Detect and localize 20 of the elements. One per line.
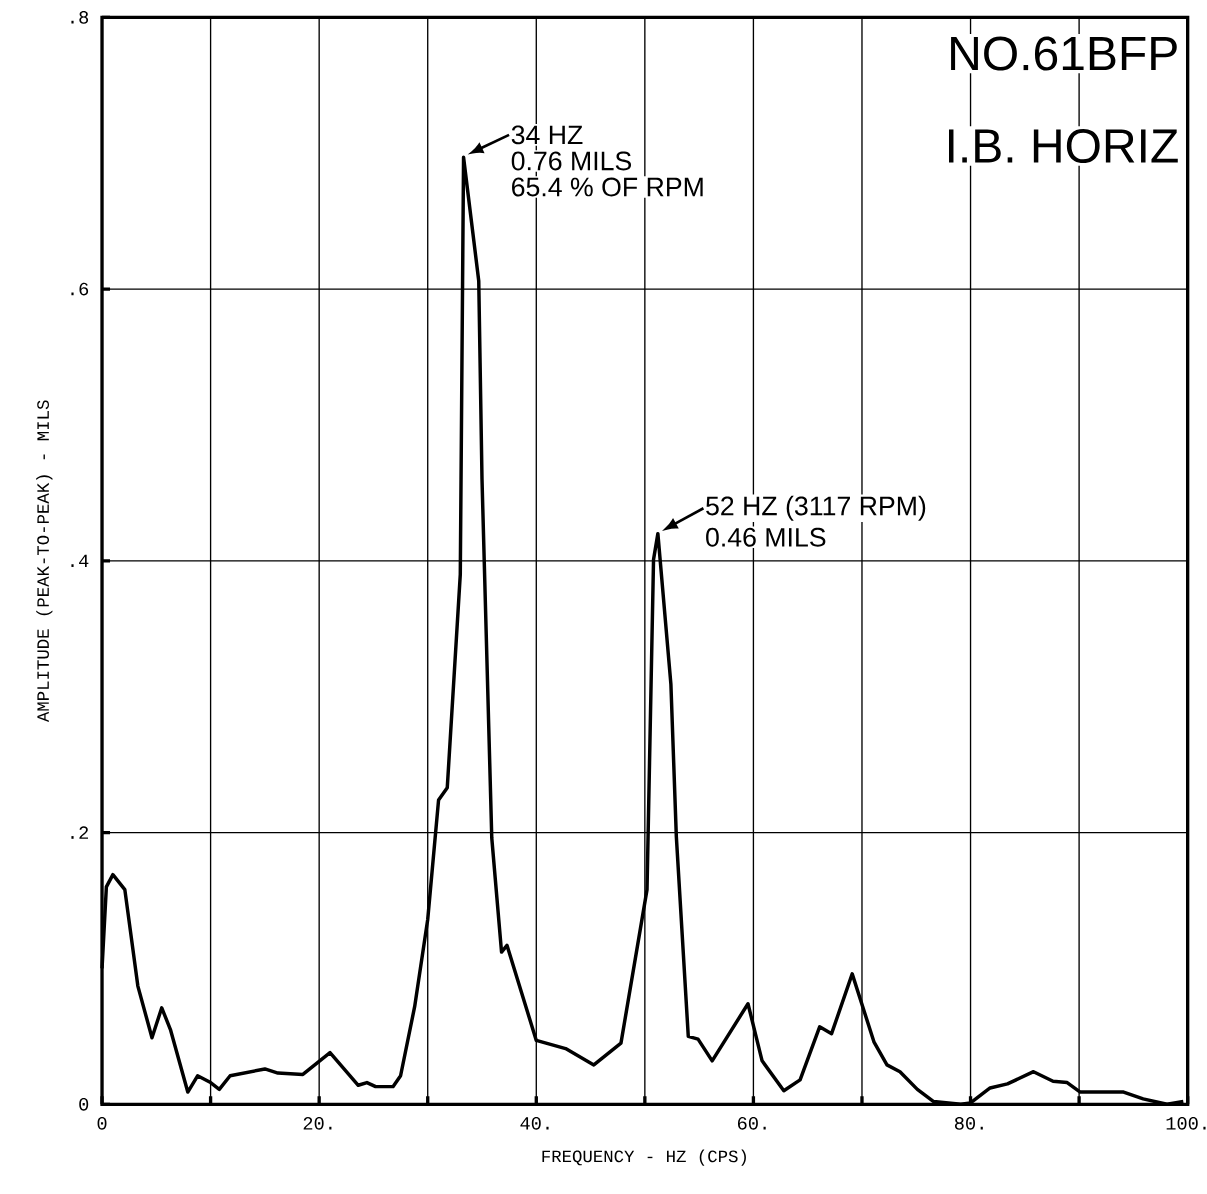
x-axis-title: FREQUENCY - HZ (CPS) — [542, 1149, 746, 1166]
y-tick-label: 0 — [79, 1098, 89, 1111]
x-tick-label: 40. — [520, 1117, 549, 1130]
annotation: 0.76 MILS — [511, 151, 632, 171]
y-tick-label: .2 — [71, 826, 89, 839]
y-tick-label: .4 — [71, 554, 89, 568]
y-tick-label: .8 — [71, 11, 89, 24]
annotation: 52 HZ (3117 RPM) — [706, 495, 926, 521]
annotation: NO.61BFP — [951, 36, 1177, 71]
x-tick-label: 60. — [737, 1117, 766, 1130]
annotation: 0.46 MILS — [706, 528, 826, 547]
x-tick-label: 20. — [303, 1117, 332, 1130]
annotation: I.B. HORIZ — [948, 129, 1178, 164]
annotation: 34 HZ — [511, 125, 583, 145]
x-tick-label: 100. — [1166, 1117, 1206, 1130]
x-tick-label: 0 — [97, 1117, 107, 1130]
y-tick-label: .6 — [71, 282, 89, 296]
annotation: 65.4 % OF RPM — [512, 177, 703, 197]
x-tick-label: 80. — [954, 1117, 983, 1130]
y-axis-title: AMPLITUDE (PEAK-TO-PEAK) - MILS — [36, 400, 53, 723]
